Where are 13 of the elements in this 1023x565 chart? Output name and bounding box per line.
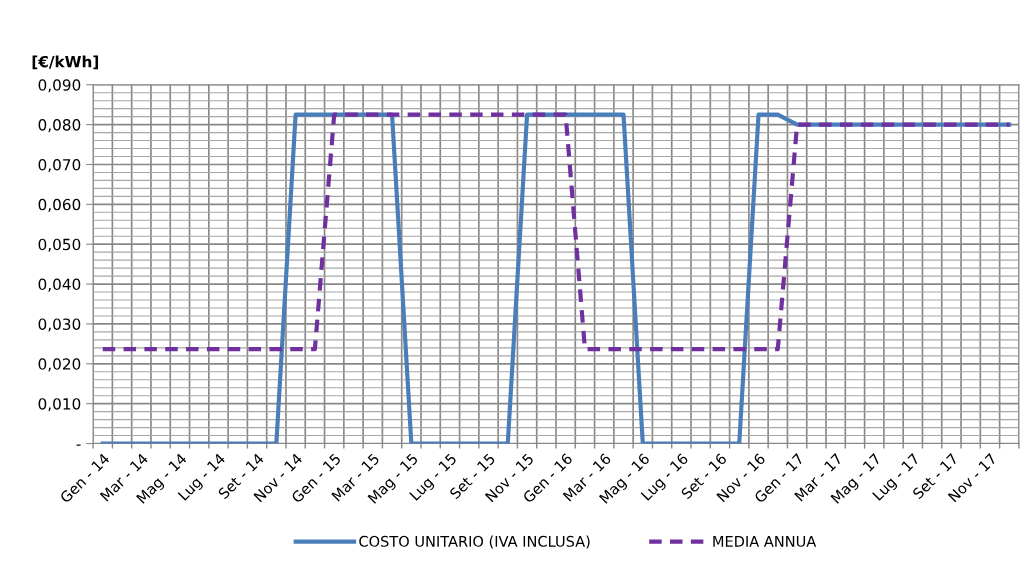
y-tick-label: - (76, 444, 81, 446)
y-tick-label: 0,020 (38, 358, 81, 372)
y-axis-title: [€/kWh] (32, 55, 99, 70)
y-tick-label: 0,040 (38, 278, 81, 292)
y-tick-label: 0,010 (38, 398, 81, 412)
legend-label: MEDIA ANNUA (713, 536, 817, 547)
y-tick-label: 0,060 (38, 198, 81, 212)
y-tick-label: 0,070 (38, 158, 81, 173)
y-tick-label: 0,080 (38, 119, 81, 133)
legend-label: COSTO UNITARIO (IVA INCLUSA) (359, 535, 590, 549)
y-tick-label: 0,050 (38, 238, 81, 252)
y-tick-label: 0,090 (38, 79, 81, 93)
y-tick-label: 0,030 (38, 318, 81, 332)
